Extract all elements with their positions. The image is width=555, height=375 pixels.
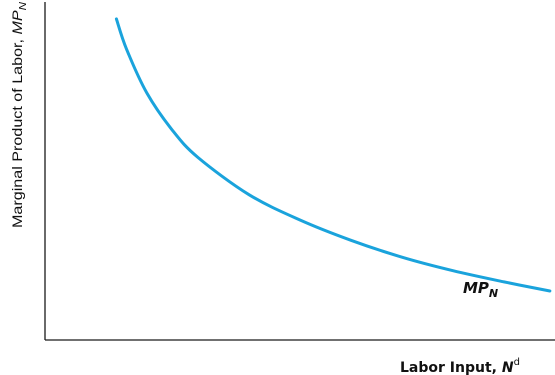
x-axis-label: Labor Input, Nd (400, 357, 520, 375)
y-axis-label-main: Marginal Product of Labor, (9, 34, 25, 228)
y-axis-label: Marginal Product of Labor, MPN (9, 1, 29, 228)
curve-label-sub: N (489, 287, 498, 300)
x-axis-label-sup: d (514, 357, 520, 368)
x-axis-label-var: N (502, 360, 514, 375)
x-axis-label-main: Labor Input, (400, 360, 502, 375)
y-axis-label-sub: N (18, 1, 29, 10)
curve-label-var: MP (463, 279, 489, 297)
mpn-curve (114, 17, 552, 293)
y-axis-label-var: MP (9, 10, 25, 35)
curve-label: MPN (463, 279, 498, 300)
